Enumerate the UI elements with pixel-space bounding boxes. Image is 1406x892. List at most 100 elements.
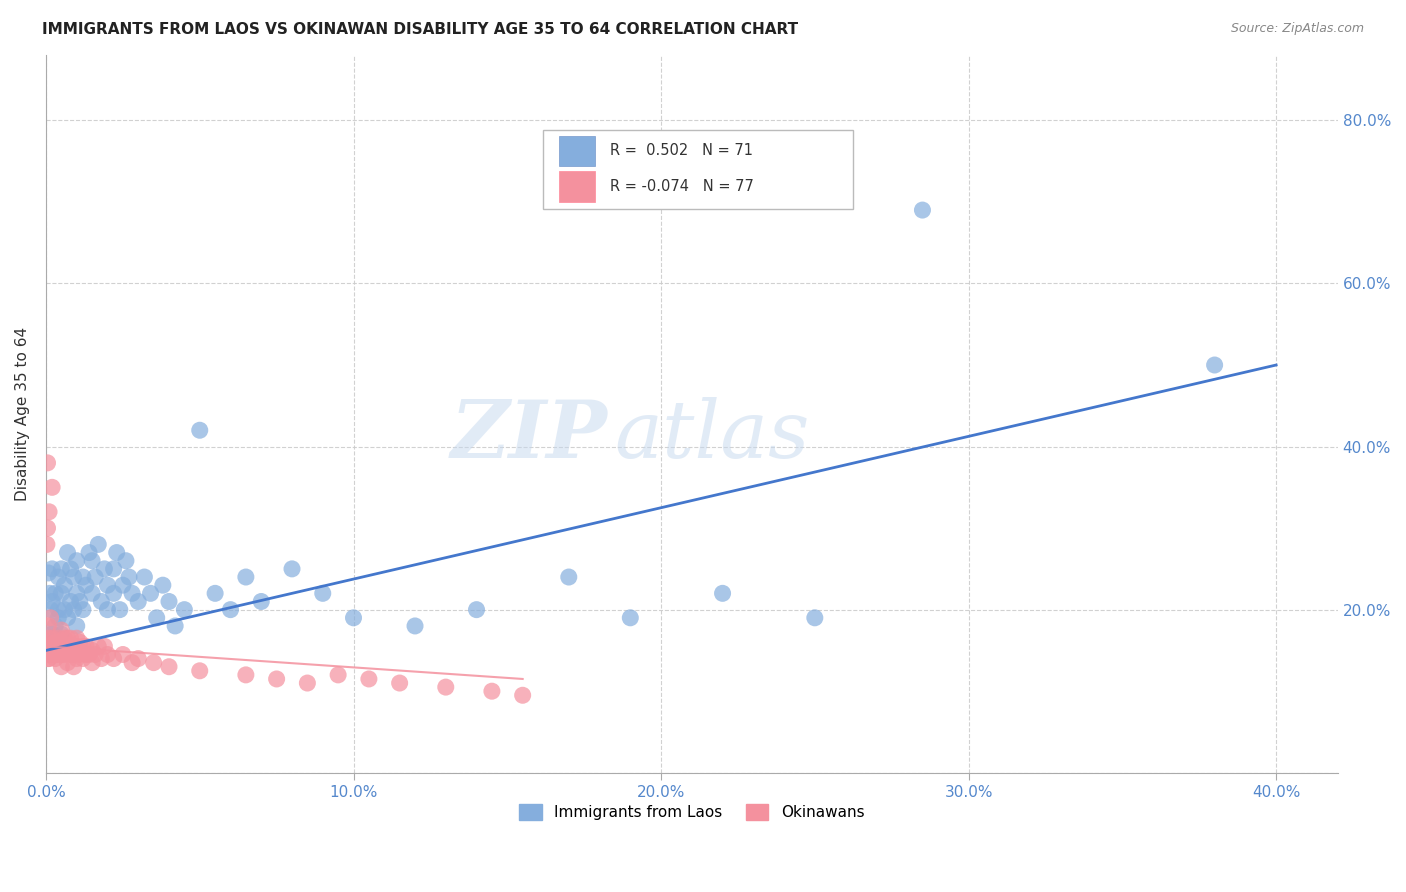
Point (357, 672, 380, 686)
Point (46, 570, 69, 584)
Point (77, 648, 100, 662)
Point (465, 602, 488, 616)
Point (41, 648, 63, 662)
Point (404, 619, 426, 633)
Point (108, 602, 131, 616)
Point (59, 640, 82, 654)
Point (41, 562, 63, 576)
Point (66, 631, 89, 645)
Point (512, 688, 534, 702)
Point (66, 554, 89, 568)
Point (59, 648, 82, 662)
Point (44, 648, 66, 662)
Point (51, 648, 73, 662)
Point (44, 635, 66, 649)
Point (84, 648, 107, 662)
Point (37, 566, 59, 580)
Point (204, 586, 226, 600)
Point (51, 623, 73, 637)
Point (41, 640, 63, 654)
Point (127, 651, 149, 665)
Point (87, 640, 110, 654)
Point (51, 640, 73, 654)
Point (105, 545, 128, 559)
Point (62, 602, 84, 616)
Point (51, 659, 73, 673)
Point (115, 554, 138, 568)
Point (235, 668, 257, 682)
Point (142, 656, 165, 670)
Point (37, 619, 59, 633)
Point (434, 680, 457, 694)
Point (59, 631, 82, 645)
Text: R =  0.502   N = 71: R = 0.502 N = 71 (610, 143, 754, 158)
Point (39, 602, 62, 616)
Point (93, 562, 115, 576)
Point (59, 594, 82, 608)
Point (56, 643, 79, 657)
Point (281, 562, 304, 576)
Point (75, 640, 97, 654)
Point (46, 602, 69, 616)
Point (165, 619, 187, 633)
Point (41, 640, 63, 654)
Point (619, 611, 641, 625)
Point (44, 619, 66, 633)
Point (103, 651, 125, 665)
Point (38, 640, 60, 654)
FancyBboxPatch shape (543, 130, 853, 210)
Point (103, 586, 125, 600)
Point (173, 602, 195, 616)
Point (56, 656, 79, 670)
Point (342, 611, 364, 625)
Point (297, 676, 319, 690)
Point (44, 635, 66, 649)
Point (46, 631, 69, 645)
Point (59, 562, 82, 576)
Point (82, 554, 104, 568)
Point (62, 659, 84, 673)
Point (53, 602, 76, 616)
Point (46, 640, 69, 654)
Point (152, 578, 174, 592)
Point (66, 586, 89, 600)
Point (44, 586, 66, 600)
Point (44, 651, 66, 665)
Point (51, 627, 73, 641)
Point (69, 594, 91, 608)
Point (77, 545, 100, 559)
Point (84, 570, 107, 584)
Point (72, 651, 94, 665)
Point (87, 537, 110, 551)
Point (75, 648, 97, 662)
Point (481, 684, 503, 698)
Point (38, 651, 60, 665)
Point (41, 594, 63, 608)
Point (41, 480, 63, 494)
Point (75, 578, 97, 592)
Point (388, 676, 411, 690)
Point (96, 602, 118, 616)
Point (121, 656, 143, 670)
Point (90, 594, 112, 608)
Point (111, 648, 134, 662)
Point (56, 545, 79, 559)
Point (134, 570, 156, 584)
Point (145, 611, 167, 625)
Point (558, 570, 581, 584)
Point (326, 668, 349, 682)
Point (53, 640, 76, 654)
Point (35, 635, 58, 649)
Point (37, 456, 59, 470)
Point (37, 521, 59, 535)
Point (53, 578, 76, 592)
Point (111, 578, 134, 592)
Point (72, 602, 94, 616)
Point (188, 423, 211, 437)
Point (90, 651, 112, 665)
Point (51, 635, 73, 649)
Point (69, 648, 91, 662)
Point (312, 586, 335, 600)
Point (53, 631, 76, 645)
Point (121, 586, 143, 600)
